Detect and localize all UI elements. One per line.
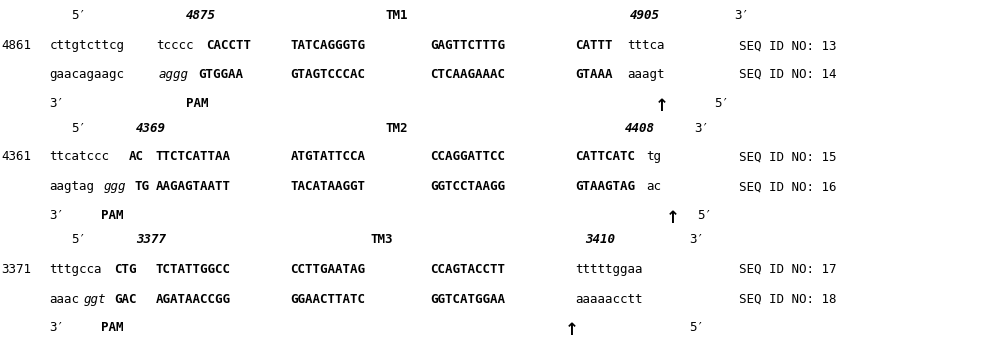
Text: 3410: 3410 bbox=[585, 233, 615, 246]
Text: TATCAGGGTG: TATCAGGGTG bbox=[291, 39, 366, 52]
Text: 4861: 4861 bbox=[1, 39, 31, 52]
Text: CATTCATC: CATTCATC bbox=[575, 150, 635, 163]
Text: aaagt: aaagt bbox=[628, 68, 665, 81]
Text: gaacagaagc: gaacagaagc bbox=[49, 68, 124, 81]
Text: 4875: 4875 bbox=[186, 9, 216, 22]
Text: CTCAAGAAAC: CTCAAGAAAC bbox=[430, 68, 505, 81]
Text: TCTATTGGCC: TCTATTGGCC bbox=[156, 263, 231, 276]
Text: SEQ ID NO: 14: SEQ ID NO: 14 bbox=[739, 68, 837, 81]
Text: CATTT: CATTT bbox=[575, 39, 612, 52]
Text: GGTCCTAAGG: GGTCCTAAGG bbox=[430, 180, 505, 193]
Text: 4905: 4905 bbox=[630, 9, 660, 22]
Text: 5′: 5′ bbox=[697, 209, 712, 222]
Text: TM1: TM1 bbox=[385, 9, 408, 22]
Text: GTAAGTAG: GTAAGTAG bbox=[575, 180, 635, 193]
Text: GAGTTCTTTG: GAGTTCTTTG bbox=[430, 39, 505, 52]
Text: CTG: CTG bbox=[114, 263, 137, 276]
Text: tcccc: tcccc bbox=[156, 39, 193, 52]
Text: 5′: 5′ bbox=[689, 321, 704, 334]
Text: TM3: TM3 bbox=[370, 233, 393, 246]
Text: SEQ ID NO: 13: SEQ ID NO: 13 bbox=[739, 39, 837, 52]
Text: ↑: ↑ bbox=[655, 97, 668, 115]
Text: GTAGTCCCAC: GTAGTCCCAC bbox=[291, 68, 366, 81]
Text: 3′: 3′ bbox=[689, 233, 704, 246]
Text: SEQ ID NO: 18: SEQ ID NO: 18 bbox=[739, 293, 837, 306]
Text: TTCTCATTAA: TTCTCATTAA bbox=[156, 150, 231, 163]
Text: AAGAGTAATT: AAGAGTAATT bbox=[156, 180, 231, 193]
Text: 5′: 5′ bbox=[714, 97, 729, 110]
Text: 3377: 3377 bbox=[136, 233, 166, 246]
Text: 3′: 3′ bbox=[49, 321, 64, 334]
Text: TG: TG bbox=[134, 180, 149, 193]
Text: ↑: ↑ bbox=[565, 321, 579, 339]
Text: 5′: 5′ bbox=[71, 9, 86, 22]
Text: tttca: tttca bbox=[628, 39, 665, 52]
Text: ggt: ggt bbox=[83, 293, 106, 306]
Text: AGATAACCGG: AGATAACCGG bbox=[156, 293, 231, 306]
Text: 4408: 4408 bbox=[625, 121, 655, 134]
Text: AC: AC bbox=[129, 150, 144, 163]
Text: GTGGAA: GTGGAA bbox=[198, 68, 243, 81]
Text: CACCTT: CACCTT bbox=[206, 39, 251, 52]
Text: ggg: ggg bbox=[104, 180, 127, 193]
Text: ATGTATTCCA: ATGTATTCCA bbox=[291, 150, 366, 163]
Text: ac: ac bbox=[647, 180, 662, 193]
Text: ttcatccc: ttcatccc bbox=[49, 150, 109, 163]
Text: PAM: PAM bbox=[101, 209, 124, 222]
Text: SEQ ID NO: 17: SEQ ID NO: 17 bbox=[739, 263, 837, 276]
Text: cttgtcttcg: cttgtcttcg bbox=[49, 39, 124, 52]
Text: ↑: ↑ bbox=[666, 209, 679, 227]
Text: CCAGTACCTT: CCAGTACCTT bbox=[430, 263, 505, 276]
Text: GTAAA: GTAAA bbox=[575, 68, 612, 81]
Text: aaaaacctt: aaaaacctt bbox=[575, 293, 642, 306]
Text: CCAGGATTCC: CCAGGATTCC bbox=[430, 150, 505, 163]
Text: SEQ ID NO: 16: SEQ ID NO: 16 bbox=[739, 180, 837, 193]
Text: tttgcca: tttgcca bbox=[49, 263, 102, 276]
Text: TM2: TM2 bbox=[385, 121, 408, 134]
Text: 5′: 5′ bbox=[71, 121, 86, 134]
Text: 3′: 3′ bbox=[49, 97, 64, 110]
Text: PAM: PAM bbox=[186, 97, 208, 110]
Text: tg: tg bbox=[647, 150, 662, 163]
Text: GGTCATGGAA: GGTCATGGAA bbox=[430, 293, 505, 306]
Text: aggg: aggg bbox=[159, 68, 189, 81]
Text: 4369: 4369 bbox=[136, 121, 166, 134]
Text: PAM: PAM bbox=[101, 321, 124, 334]
Text: 3′: 3′ bbox=[694, 121, 709, 134]
Text: 3′: 3′ bbox=[49, 209, 64, 222]
Text: tttttggaa: tttttggaa bbox=[575, 263, 642, 276]
Text: 4361: 4361 bbox=[1, 150, 31, 163]
Text: aagtag: aagtag bbox=[49, 180, 94, 193]
Text: 5′: 5′ bbox=[71, 233, 86, 246]
Text: 3′: 3′ bbox=[734, 9, 749, 22]
Text: 3371: 3371 bbox=[1, 263, 31, 276]
Text: GGAACTTATC: GGAACTTATC bbox=[291, 293, 366, 306]
Text: SEQ ID NO: 15: SEQ ID NO: 15 bbox=[739, 150, 837, 163]
Text: GAC: GAC bbox=[114, 293, 137, 306]
Text: TACATAAGGT: TACATAAGGT bbox=[291, 180, 366, 193]
Text: aaac: aaac bbox=[49, 293, 79, 306]
Text: CCTTGAATAG: CCTTGAATAG bbox=[291, 263, 366, 276]
